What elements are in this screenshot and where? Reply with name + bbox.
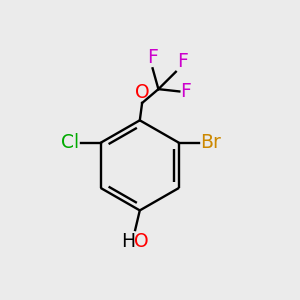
- Text: H: H: [122, 232, 136, 251]
- Text: F: F: [147, 48, 158, 67]
- Text: O: O: [134, 232, 148, 251]
- Text: F: F: [181, 82, 191, 101]
- Text: F: F: [177, 52, 188, 70]
- Text: O: O: [135, 83, 149, 102]
- Text: Br: Br: [200, 133, 221, 152]
- Text: Cl: Cl: [61, 133, 80, 152]
